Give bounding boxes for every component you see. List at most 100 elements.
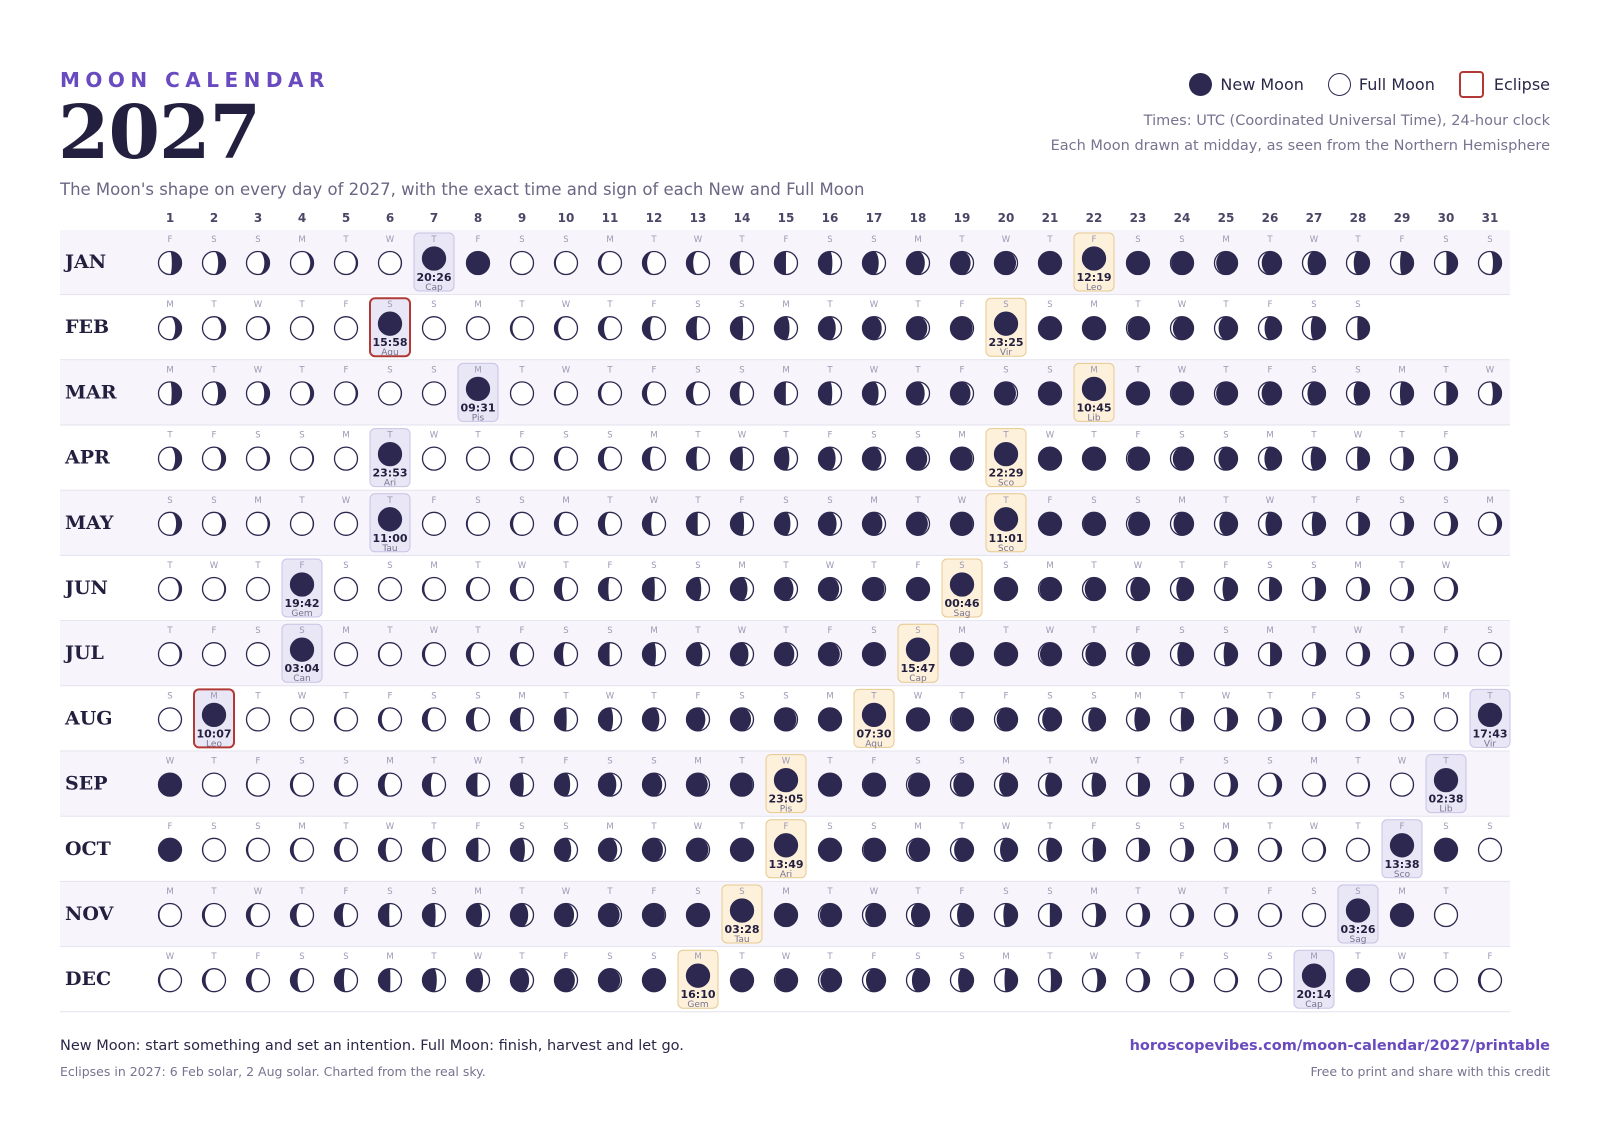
moon-icon <box>1037 902 1063 928</box>
moon-shadow <box>202 968 214 992</box>
weekday-letter: F <box>784 822 789 832</box>
moon-disc <box>333 576 359 602</box>
moon-icon <box>905 837 931 862</box>
weekday-letter: S <box>255 235 260 245</box>
moon-icon <box>1257 250 1283 276</box>
day-number-header: 20 <box>998 211 1015 225</box>
moon-icon <box>509 576 535 602</box>
moon-shadow <box>907 773 930 797</box>
moon-icon <box>729 576 755 602</box>
moon-shadow <box>1218 447 1238 471</box>
weekday-letter: W <box>166 757 175 767</box>
moon-shadow <box>1091 773 1106 797</box>
moon-icon <box>1345 381 1371 406</box>
moon-icon <box>641 837 667 862</box>
moon-icon <box>1345 316 1371 341</box>
moon-icon <box>729 250 755 276</box>
weekday-letter: W <box>694 235 703 245</box>
day-number-header: 9 <box>518 211 526 225</box>
weekday-letter: F <box>784 235 789 245</box>
moon-icon <box>1125 772 1151 797</box>
moon-shadow <box>334 838 346 862</box>
moon-shadow <box>1265 512 1282 536</box>
moon-shadow <box>1088 707 1106 731</box>
weekday-letter: S <box>695 300 700 310</box>
moon-icon <box>817 576 843 602</box>
moon-icon <box>465 316 491 341</box>
moon-shadow <box>214 381 226 405</box>
weekday-letter: F <box>564 757 569 767</box>
weekday-letter: W <box>342 496 351 506</box>
moon-icon <box>861 381 887 406</box>
weekday-letter: S <box>255 431 260 441</box>
moon-shadow <box>1128 512 1150 536</box>
moon-shadow <box>774 642 795 666</box>
moon-icon <box>553 316 579 341</box>
moon-icon <box>421 837 447 862</box>
weekday-letter: M <box>1354 561 1361 571</box>
moon-icon <box>817 511 843 536</box>
moon-shadow <box>642 642 656 666</box>
weekday-letter: F <box>1224 561 1229 571</box>
event-time: 11:01 <box>988 532 1023 545</box>
moon-icon <box>1081 642 1107 667</box>
legend-item-new-moon: New Moon <box>1189 73 1304 96</box>
moon-icon <box>553 772 579 797</box>
weekday-letter: S <box>915 952 920 962</box>
moon-icon <box>509 772 535 797</box>
moon-shadow <box>730 899 754 922</box>
legend-label-eclipse: Eclipse <box>1493 75 1550 94</box>
weekday-letter: W <box>1310 822 1319 832</box>
weekday-letter: T <box>1354 757 1361 767</box>
moon-shadow <box>818 381 833 405</box>
moon-icon <box>377 250 403 276</box>
moon-shadow <box>598 577 610 601</box>
moon-icon <box>1433 642 1459 667</box>
moon-shadow <box>642 316 654 340</box>
moon-shadow <box>1400 251 1414 275</box>
moon-icon <box>1081 902 1107 928</box>
moon-shadow <box>554 512 566 536</box>
moon-icon <box>289 902 315 928</box>
moon-icon <box>553 902 579 928</box>
moon-shadow <box>686 512 698 536</box>
moon-icon <box>157 316 183 341</box>
weekday-letter: M <box>958 431 965 441</box>
weekday-letter: T <box>826 300 833 310</box>
weekday-letter: W <box>826 561 835 571</box>
footer-eclipses-note: Eclipses in 2027: 6 Feb solar, 2 Aug sol… <box>60 1064 486 1079</box>
moon-icon <box>993 642 1019 667</box>
weekday-letter: S <box>1487 626 1492 636</box>
weekday-letter: W <box>1090 757 1099 767</box>
weekday-letter: T <box>694 431 701 441</box>
moon-icon <box>773 576 799 602</box>
moon-shadow <box>170 577 182 601</box>
moon-shadow <box>950 512 973 536</box>
moon-icon <box>289 772 315 797</box>
moon-shadow <box>774 833 798 857</box>
weekday-letter: F <box>652 887 657 897</box>
moon-shadow <box>334 903 346 927</box>
moon-icon <box>201 381 227 406</box>
moon-icon <box>421 707 447 732</box>
credit-link[interactable]: horoscopevibes.com/moon-calendar/2027/pr… <box>1129 1038 1550 1054</box>
moon-icon <box>553 642 579 667</box>
moon-icon <box>1213 381 1239 406</box>
moon-icon <box>905 576 931 602</box>
moon-shadow <box>1358 707 1370 731</box>
moon-icon <box>1125 968 1151 993</box>
moon-icon <box>289 511 315 536</box>
weekday-letter: S <box>387 561 392 571</box>
moon-icon <box>773 767 799 793</box>
legend-item-full-moon: Full Moon <box>1327 73 1435 96</box>
moon-icon <box>289 446 315 471</box>
moon-icon <box>509 511 535 536</box>
moon-shadow <box>510 707 522 731</box>
moon-icon <box>465 772 491 797</box>
moon-disc <box>465 250 491 276</box>
moon-shadow <box>863 838 886 862</box>
weekday-letter: T <box>870 561 877 571</box>
moon-icon <box>245 446 271 471</box>
